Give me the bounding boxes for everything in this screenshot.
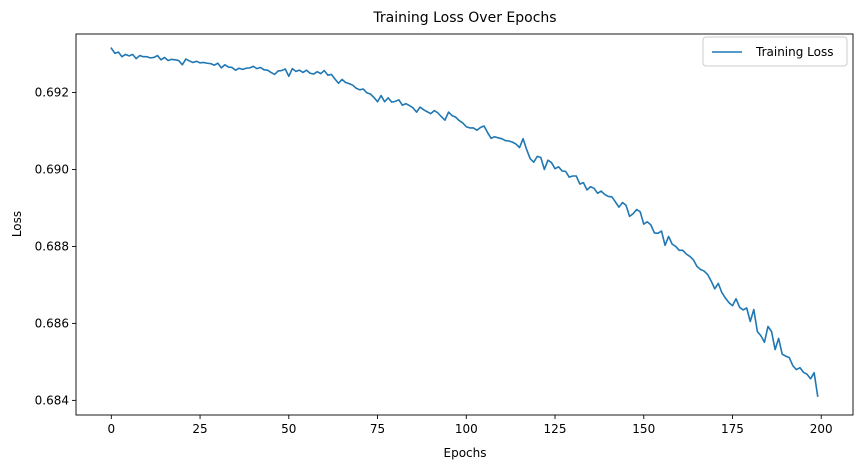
x-axis-label: Epochs [444, 446, 487, 460]
x-tick-label: 150 [632, 422, 655, 436]
y-tick-label: 0.686 [35, 316, 69, 330]
y-tick-label: 0.690 [35, 162, 69, 176]
y-axis-label: Loss [10, 211, 24, 237]
plot-area: 0 25 50 75 100 125 150 175 200 0.6840.6860.6880.… [35, 33, 854, 436]
legend-box [702, 36, 848, 67]
x-tick-label: 25 [192, 422, 207, 436]
x-tick-label: 50 [281, 422, 296, 436]
chart-title: Training Loss Over Epochs [372, 10, 556, 26]
legend: Training Loss [702, 36, 848, 67]
plot-background [76, 34, 853, 415]
training-loss-line [110, 47, 819, 398]
y-tick-label: 0.692 [35, 85, 69, 99]
x-axis-ticks: 0 25 50 75 100 125 150 175 200 [107, 415, 833, 436]
x-tick-label: 75 [370, 422, 385, 436]
x-tick-label: 0 [107, 422, 115, 436]
y-axis-ticks: 0.684 0.686 0.688 0.690 0.692 [35, 85, 76, 407]
y-tick-label: 0.684 [35, 393, 69, 407]
x-tick-label: 200 [810, 422, 833, 436]
y-tick-label: 0.688 [35, 239, 69, 253]
x-tick-label: 125 [544, 422, 567, 436]
legend-label: Training Loss [755, 45, 833, 59]
x-tick-label: 175 [721, 422, 744, 436]
plot-frame [75, 33, 854, 416]
x-tick-label: 100 [455, 422, 478, 436]
